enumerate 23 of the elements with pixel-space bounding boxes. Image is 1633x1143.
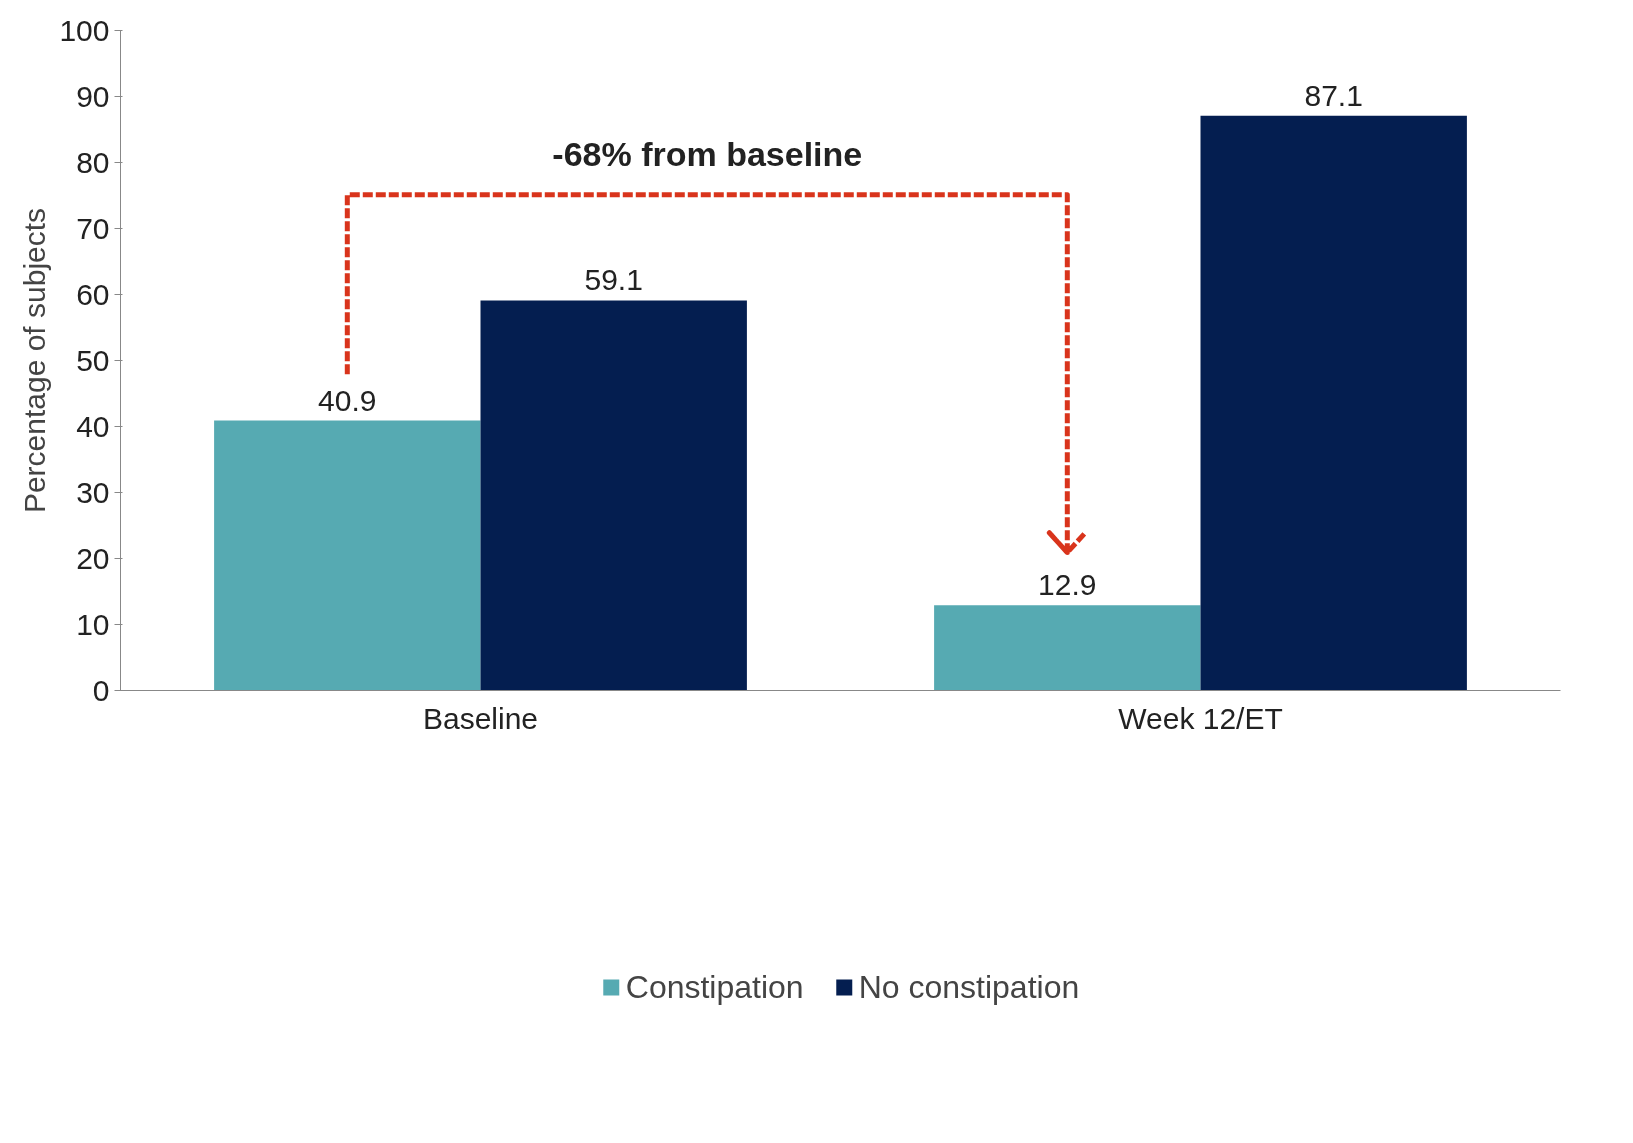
annotation: -68% from baseline xyxy=(552,134,863,173)
y-tick-label: 90 xyxy=(76,79,110,113)
y-tick-label: 100 xyxy=(59,13,110,47)
bar xyxy=(1200,115,1467,691)
y-tick-label: 10 xyxy=(76,607,110,641)
legend-label: No constipation xyxy=(858,968,1080,1006)
data-label: 12.9 xyxy=(1038,568,1097,602)
legend-label: Constipation xyxy=(625,968,804,1006)
y-tick-label: 0 xyxy=(92,673,110,707)
y-tick-label: 80 xyxy=(76,145,110,179)
y-tick-label: 30 xyxy=(76,475,110,509)
y-tick-label: 40 xyxy=(76,409,110,443)
data-label: 40.9 xyxy=(318,383,377,417)
y-tick-label: 70 xyxy=(76,211,110,245)
data-label: 87.1 xyxy=(1304,78,1363,112)
y-axis-title: Percentage of subjects xyxy=(18,207,52,514)
y-tick-label: 20 xyxy=(76,541,110,575)
x-tick-label: Week 12/ET xyxy=(1118,701,1283,735)
y-tick-label: 50 xyxy=(76,343,110,377)
y-tick-label: 60 xyxy=(76,277,110,311)
bar xyxy=(934,605,1201,691)
data-label: 59.1 xyxy=(584,263,643,297)
x-tick-label: Baseline xyxy=(422,701,539,735)
